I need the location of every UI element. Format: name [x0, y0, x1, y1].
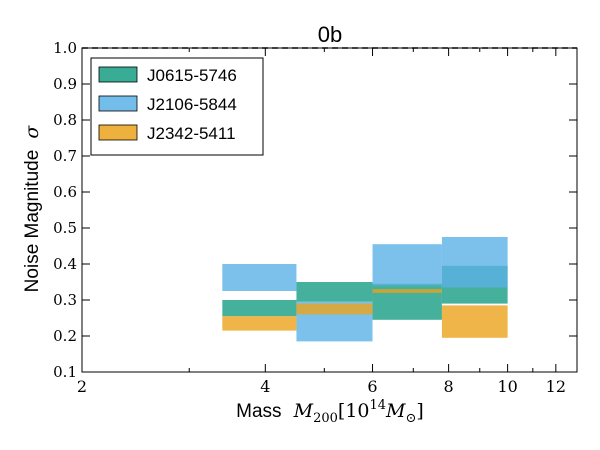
y-tick-label-4: 0.5: [53, 219, 77, 237]
x-axis-label-msun: M: [385, 400, 406, 422]
legend-swatch-J2342-5411: [98, 124, 138, 141]
legend: J0615-5746 J2106-5844 J2342-5411: [90, 57, 264, 156]
x-tick-label-8: 8: [444, 377, 454, 396]
x-axis-label-text: Mass: [236, 401, 281, 422]
x-axis-label-bracket-open: [: [338, 400, 345, 422]
y-axis-label: Noise Magnitude σ: [21, 125, 43, 293]
plot-frame: [81, 47, 578, 373]
x-tick-label-2: 2: [77, 377, 87, 396]
legend-label-J2342-5411: J2342-5411: [147, 124, 236, 143]
x-axis-label-ten: 10: [345, 400, 369, 422]
y-tick-label-5: 0.6: [53, 183, 77, 201]
legend-swatch-J0615-5746: [98, 66, 138, 83]
x-axis-label-sun-sub: ⊙: [406, 411, 417, 426]
y-tick-label-6: 0.7: [53, 147, 77, 165]
legend-swatch-J2106-5844: [98, 95, 138, 112]
x-axis-label-M: M: [293, 400, 314, 422]
y-tick-label-3: 0.4: [53, 255, 77, 273]
band-J2106-5844-bin-1: [222, 264, 297, 291]
band-J0615-5746-bin-1: [222, 300, 297, 317]
y-axis-ticks: 0.1 0.2 0.3 0.4 0.5 0.6 0.7 0.8 0.9 1.0: [53, 39, 577, 381]
x-axis-label-exp: 14: [370, 398, 387, 413]
y-tick-label-1: 0.2: [53, 327, 77, 345]
x-tick-label-12: 12: [546, 377, 566, 396]
y-tick-label-0: 0.1: [53, 363, 77, 381]
band-J0615-5746-bin-3: [372, 283, 442, 320]
y-tick-label-8: 0.9: [53, 75, 77, 93]
band-J2342-5411-bin-1: [222, 316, 297, 331]
x-axis-ticks: 2 4 6 8 10 12: [77, 48, 578, 396]
x-axis-label-sub: 200: [313, 411, 338, 426]
y-axis-label-sigma: σ: [21, 125, 43, 139]
legend-label-J0615-5746: J0615-5746: [147, 66, 237, 85]
data-bands: [222, 237, 508, 342]
x-tick-label-4: 4: [260, 377, 270, 396]
y-tick-label-2: 0.3: [53, 291, 77, 309]
band-J2106-5844-bin-3: [372, 244, 442, 286]
band-J0615-5746-bin-2: [296, 282, 373, 302]
x-axis-label-bracket-close: ]: [416, 400, 423, 422]
band-J2342-5411-bin-3: [372, 289, 442, 293]
y-axis-label-text: Noise Magnitude: [22, 150, 43, 293]
x-tick-label-6: 6: [367, 377, 377, 396]
y-tick-label-9: 1.0: [53, 39, 77, 57]
x-axis-label: Mass M200[1014M⊙]: [236, 398, 424, 426]
band-J2106-5844-bin-4: [441, 237, 508, 288]
band-J2342-5411-bin-2: [296, 303, 373, 315]
y-tick-label-7: 0.8: [53, 111, 77, 129]
legend-label-J2106-5844: J2106-5844: [147, 95, 237, 114]
chart-title: 0b: [318, 22, 342, 47]
band-J2342-5411-bin-4: [441, 305, 508, 338]
x-tick-label-10: 10: [497, 377, 517, 396]
